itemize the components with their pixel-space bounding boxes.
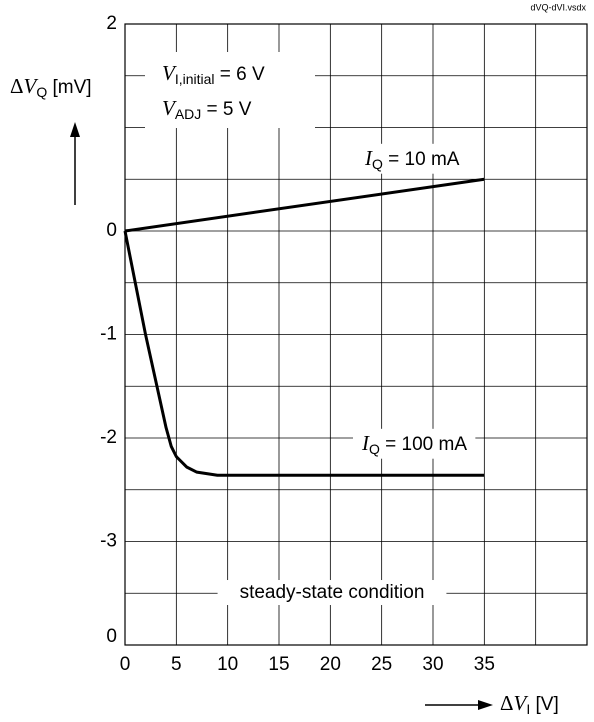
- label-background: [353, 428, 476, 459]
- y-tick-label: 0: [106, 626, 117, 647]
- label-subscript: I: [526, 701, 530, 717]
- label-prefix: Δ: [500, 691, 514, 715]
- annotation: VADJ = 5 V: [162, 96, 252, 122]
- label-symbol: V: [162, 96, 177, 120]
- plot: [123, 23, 588, 646]
- label-background: [356, 143, 468, 174]
- label-symbol: V: [514, 691, 529, 715]
- label-subscript: Q: [372, 156, 383, 172]
- y-arrow-head: [70, 122, 80, 137]
- label-symbol: V: [162, 61, 177, 85]
- label-text: = 6 V: [215, 64, 265, 85]
- y-tick-label: 0: [106, 220, 117, 241]
- label-subscript: ADJ: [175, 106, 201, 122]
- label-subscript: Q: [369, 441, 380, 457]
- label-text: = 100 mA: [380, 434, 467, 455]
- x-tick-label: 10: [217, 654, 238, 675]
- x-arrow-head: [478, 700, 493, 710]
- y-axis-label: ΔVQ [mV]: [10, 74, 92, 100]
- label-prefix: Δ: [10, 74, 24, 98]
- label-text: = 5 V: [201, 99, 251, 120]
- x-tick-label: 35: [474, 654, 495, 675]
- label-symbol: V: [24, 74, 39, 98]
- label-symbol: I: [364, 146, 373, 170]
- x-tick-label: 25: [371, 654, 392, 675]
- label-symbol: I: [361, 431, 370, 455]
- annotation-background: [145, 52, 315, 128]
- label-text: steady-state condition: [240, 582, 425, 603]
- label-text: [mV]: [47, 77, 91, 98]
- x-tick-label: 30: [422, 654, 443, 675]
- plot-frame: [124, 23, 588, 646]
- y-tick-label: 2: [106, 13, 117, 34]
- label-background: [217, 580, 447, 606]
- x-axis-label: ΔVI [V]: [500, 691, 559, 717]
- x-tick-label: 5: [171, 654, 182, 675]
- annotation: VI,initial = 6 V: [162, 61, 265, 87]
- x-tick-label: 15: [268, 654, 289, 675]
- watermark: dVQ-dVI.vsdx: [530, 2, 586, 12]
- y-tick-label: -1: [100, 324, 117, 345]
- x-tick-label: 20: [320, 654, 341, 675]
- label-subscript: I,initial: [175, 71, 215, 87]
- label-text: = 10 mA: [383, 149, 460, 170]
- y-tick-label: -3: [100, 531, 117, 552]
- label-subscript: Q: [36, 84, 47, 100]
- line: [123, 230, 485, 477]
- series-label: IQ = 100 mA: [361, 431, 467, 457]
- x-tick-label: 0: [120, 654, 131, 675]
- label-text: [V]: [530, 694, 559, 715]
- annotation: steady-state condition: [240, 582, 425, 603]
- series-label: IQ = 10 mA: [364, 146, 460, 172]
- line: [124, 177, 485, 233]
- y-tick-label: -2: [100, 427, 117, 448]
